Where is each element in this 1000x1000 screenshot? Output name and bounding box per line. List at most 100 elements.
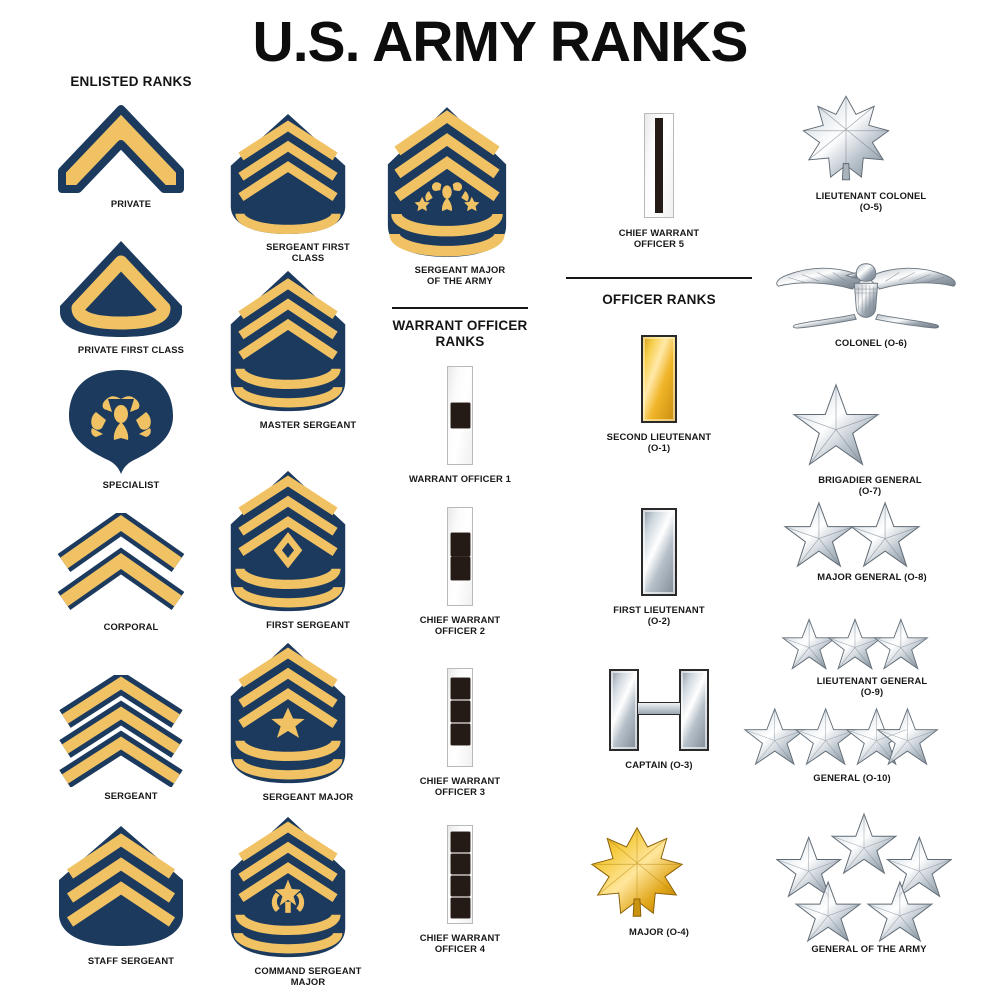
- rank-label: STAFF SERGEANT: [87, 955, 175, 966]
- rank-label: SERGEANT: [104, 790, 158, 801]
- rank-major: MAJOR (O-4): [584, 822, 734, 937]
- section-heading-officer: OFFICER RANKS: [602, 292, 716, 307]
- rank-label: CHIEF WARRANT OFFICER 4: [419, 932, 501, 955]
- chevron-3-rocker-2-icon: [228, 110, 388, 238]
- rank-label: COMMAND SERGEANT MAJOR: [254, 965, 362, 988]
- warrant-square: [450, 678, 470, 699]
- rank-label: LIEUTENANT COLONEL (O-5): [815, 190, 927, 213]
- rank-private-first-class: PRIVATE FIRST CLASS: [56, 236, 206, 355]
- star-3-icon: [780, 616, 964, 672]
- rank-label: CORPORAL: [103, 621, 159, 632]
- specialist-eagle-shield-icon: [56, 368, 206, 476]
- gold-bar-icon: [641, 335, 677, 423]
- chevron-3-rocker-3-icon: [228, 266, 388, 416]
- rank-label: SECOND LIEUTENANT (O-1): [606, 431, 712, 454]
- silver-bar-icon: [641, 508, 677, 596]
- silver-oak-leaf-icon: [796, 90, 946, 186]
- star-1-icon: [790, 382, 950, 470]
- star-5-circle-icon: [776, 812, 962, 942]
- rank-label: CHIEF WARRANT OFFICER 5: [618, 227, 700, 250]
- warrant-square: [450, 724, 470, 745]
- rank-lieutenant-colonel: LIEUTENANT COLONEL (O-5): [796, 90, 946, 213]
- silver-bar-2-squares-icon: [447, 507, 473, 606]
- rank-chief-warrant-officer-5: CHIEF WARRANT OFFICER 5: [584, 113, 734, 250]
- chevron-3-rocker-1-icon: [56, 822, 206, 952]
- warrant-square: [450, 875, 470, 896]
- rank-colonel: COLONEL (O-6): [768, 254, 974, 348]
- rank-general-of-the-army: GENERAL OF THE ARMY: [776, 812, 962, 954]
- rank-chief-warrant-officer-4: CHIEF WARRANT OFFICER 4: [385, 825, 535, 955]
- warrant-square: [450, 533, 470, 556]
- chevron-3-rocker-3-diamond-icon: [228, 466, 388, 616]
- divider-officer: [566, 277, 752, 279]
- rank-label: MAJOR (O-4): [629, 926, 689, 937]
- rank-sergeant-first-class: SERGEANT FIRST CLASS: [228, 110, 388, 264]
- rank-label: SERGEANT FIRST CLASS: [266, 241, 350, 264]
- rank-label: FIRST SERGEANT: [266, 619, 350, 630]
- silver-double-bar-icon: [609, 669, 709, 751]
- warrant-square: [450, 403, 470, 428]
- silver-bar-full-stripe-icon: [644, 113, 674, 218]
- rank-command-sergeant-major: COMMAND SERGEANT MAJOR: [228, 812, 388, 988]
- rank-label: FIRST LIEUTENANT (O-2): [613, 604, 705, 627]
- rank-master-sergeant: MASTER SERGEANT: [228, 266, 388, 430]
- rank-label: GENERAL OF THE ARMY: [811, 943, 927, 954]
- rank-staff-sergeant: STAFF SERGEANT: [56, 822, 206, 966]
- section-heading-warrant: WARRANT OFFICER RANKS: [392, 318, 528, 349]
- silver-bar-4-squares-icon: [447, 825, 473, 924]
- section-heading-enlisted: ENLISTED RANKS: [70, 74, 192, 89]
- warrant-square: [450, 701, 470, 722]
- rank-label: CAPTAIN (O-3): [625, 759, 693, 770]
- rank-captain: CAPTAIN (O-3): [584, 669, 734, 770]
- rank-lieutenant-general: LIEUTENANT GENERAL (O-9): [780, 616, 964, 698]
- divider-warrant: [392, 307, 528, 309]
- rank-sergeant-major-of-the-army: SERGEANT MAJOR OF THE ARMY: [385, 103, 535, 287]
- rank-second-lieutenant: SECOND LIEUTENANT (O-1): [584, 335, 734, 454]
- rank-label: CHIEF WARRANT OFFICER 2: [419, 614, 501, 637]
- silver-bar-3-squares-icon: [447, 668, 473, 767]
- rank-label: CHIEF WARRANT OFFICER 3: [419, 775, 501, 798]
- rank-label: SPECIALIST: [102, 479, 160, 490]
- chevron-3-rocker-3-star-icon: [228, 638, 388, 788]
- captain-bar-right: [679, 669, 709, 751]
- chevron-3-rocker-3-eagle-2stars-icon: [385, 103, 535, 261]
- rank-label: COLONEL (O-6): [834, 337, 908, 348]
- star-2-icon: [782, 500, 962, 568]
- rank-brigadier-general: BRIGADIER GENERAL (O-7): [790, 382, 950, 497]
- rank-label: SERGEANT MAJOR: [262, 791, 354, 802]
- rank-label: GENERAL (O-10): [813, 772, 891, 783]
- rank-label: MASTER SERGEANT: [259, 419, 357, 430]
- warrant-square: [450, 853, 470, 874]
- rank-sergeant-major: SERGEANT MAJOR: [228, 638, 388, 802]
- rank-first-sergeant: FIRST SERGEANT: [228, 466, 388, 630]
- rank-private: PRIVATE: [56, 103, 206, 209]
- warrant-square: [450, 557, 470, 580]
- warrant-stripe: [655, 118, 663, 213]
- warrant-square: [450, 831, 470, 852]
- star-4-icon: [742, 706, 962, 768]
- rank-corporal: CORPORAL: [56, 513, 206, 632]
- rank-first-lieutenant: FIRST LIEUTENANT (O-2): [584, 508, 734, 627]
- rank-label: WARRANT OFFICER 1: [408, 473, 512, 484]
- rank-label: BRIGADIER GENERAL (O-7): [818, 474, 922, 497]
- rank-label: PRIVATE: [110, 198, 152, 209]
- rank-chief-warrant-officer-2: CHIEF WARRANT OFFICER 2: [385, 507, 535, 637]
- rank-label: LIEUTENANT GENERAL (O-9): [816, 675, 928, 698]
- rank-general: GENERAL (O-10): [742, 706, 962, 783]
- rank-warrant-officer-1: WARRANT OFFICER 1: [385, 366, 535, 484]
- rank-label: SERGEANT MAJOR OF THE ARMY: [414, 264, 506, 287]
- rank-chief-warrant-officer-3: CHIEF WARRANT OFFICER 3: [385, 668, 535, 798]
- chevron-1-rocker-1-icon: [56, 236, 206, 341]
- page-title: U.S. ARMY RANKS: [252, 10, 749, 74]
- chevron-1-gold-icon: [56, 103, 206, 195]
- captain-crossbar: [638, 702, 680, 715]
- rank-label: MAJOR GENERAL (O-8): [817, 571, 927, 582]
- silver-bar-1-square-icon: [447, 366, 473, 465]
- chevron-3-rocker-3-star-wreath-icon: [228, 812, 388, 962]
- rank-specialist: SPECIALIST: [56, 368, 206, 490]
- silver-eagle-icon: [768, 254, 974, 332]
- warrant-square: [450, 897, 470, 918]
- gold-oak-leaf-icon: [584, 822, 734, 922]
- captain-bar-left: [609, 669, 639, 751]
- chevron-2-gold-icon: [56, 513, 206, 618]
